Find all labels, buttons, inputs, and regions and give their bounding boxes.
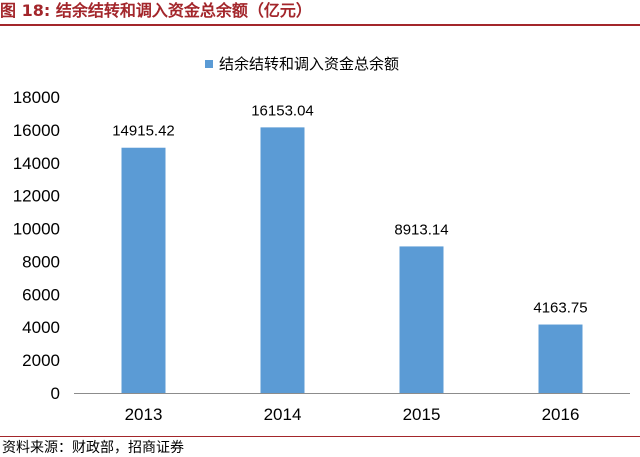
y-tick-label: 0 (51, 384, 60, 403)
y-tick-label: 10000 (13, 220, 60, 239)
source-divider (0, 436, 640, 437)
data-label: 8913.14 (394, 221, 448, 238)
bar-2013 (121, 147, 166, 393)
y-tick-label: 8000 (22, 252, 60, 271)
x-axis-ticks: 2013 2014 2015 2016 (125, 405, 580, 424)
x-tick-label: 2013 (125, 405, 163, 424)
bars (121, 127, 583, 394)
figure-label: 图 18: (0, 1, 51, 20)
y-tick-label: 4000 (22, 318, 60, 337)
x-tick-label: 2014 (264, 405, 302, 424)
data-label: 4163.75 (533, 300, 587, 317)
y-tick-label: 2000 (22, 351, 60, 370)
legend-swatch (205, 60, 213, 68)
bar-2014 (260, 127, 305, 394)
bar-chart: 结余结转和调入资金总余额 0 2000 4000 6000 8000 10000 12000… (13, 55, 630, 424)
x-tick-label: 2016 (542, 405, 580, 424)
legend-label: 结余结转和调入资金总余额 (219, 55, 399, 73)
y-tick-label: 6000 (22, 285, 60, 304)
y-tick-label: 18000 (13, 88, 60, 107)
figure-title: 图 18: 结余结转和调入资金总余额（亿元） (0, 0, 640, 24)
bar-2015 (399, 246, 444, 393)
bar-2016 (538, 324, 583, 393)
y-tick-label: 14000 (13, 154, 60, 173)
source-note: 资料来源：财政部，招商证券 (2, 440, 184, 456)
y-tick-label: 16000 (13, 121, 60, 140)
legend: 结余结转和调入资金总余额 (205, 55, 399, 73)
x-tick-label: 2015 (403, 405, 441, 424)
title-divider (0, 24, 640, 26)
data-label: 16153.04 (251, 102, 314, 119)
figure-title-text: 结余结转和调入资金总余额（亿元） (55, 1, 312, 20)
y-tick-label: 12000 (13, 187, 60, 206)
data-labels: 14915.42 16153.04 8913.14 4163.75 (112, 102, 587, 316)
y-axis-ticks: 0 2000 4000 6000 8000 10000 12000 14000 16000 180… (13, 88, 60, 403)
data-label: 14915.42 (112, 123, 175, 140)
